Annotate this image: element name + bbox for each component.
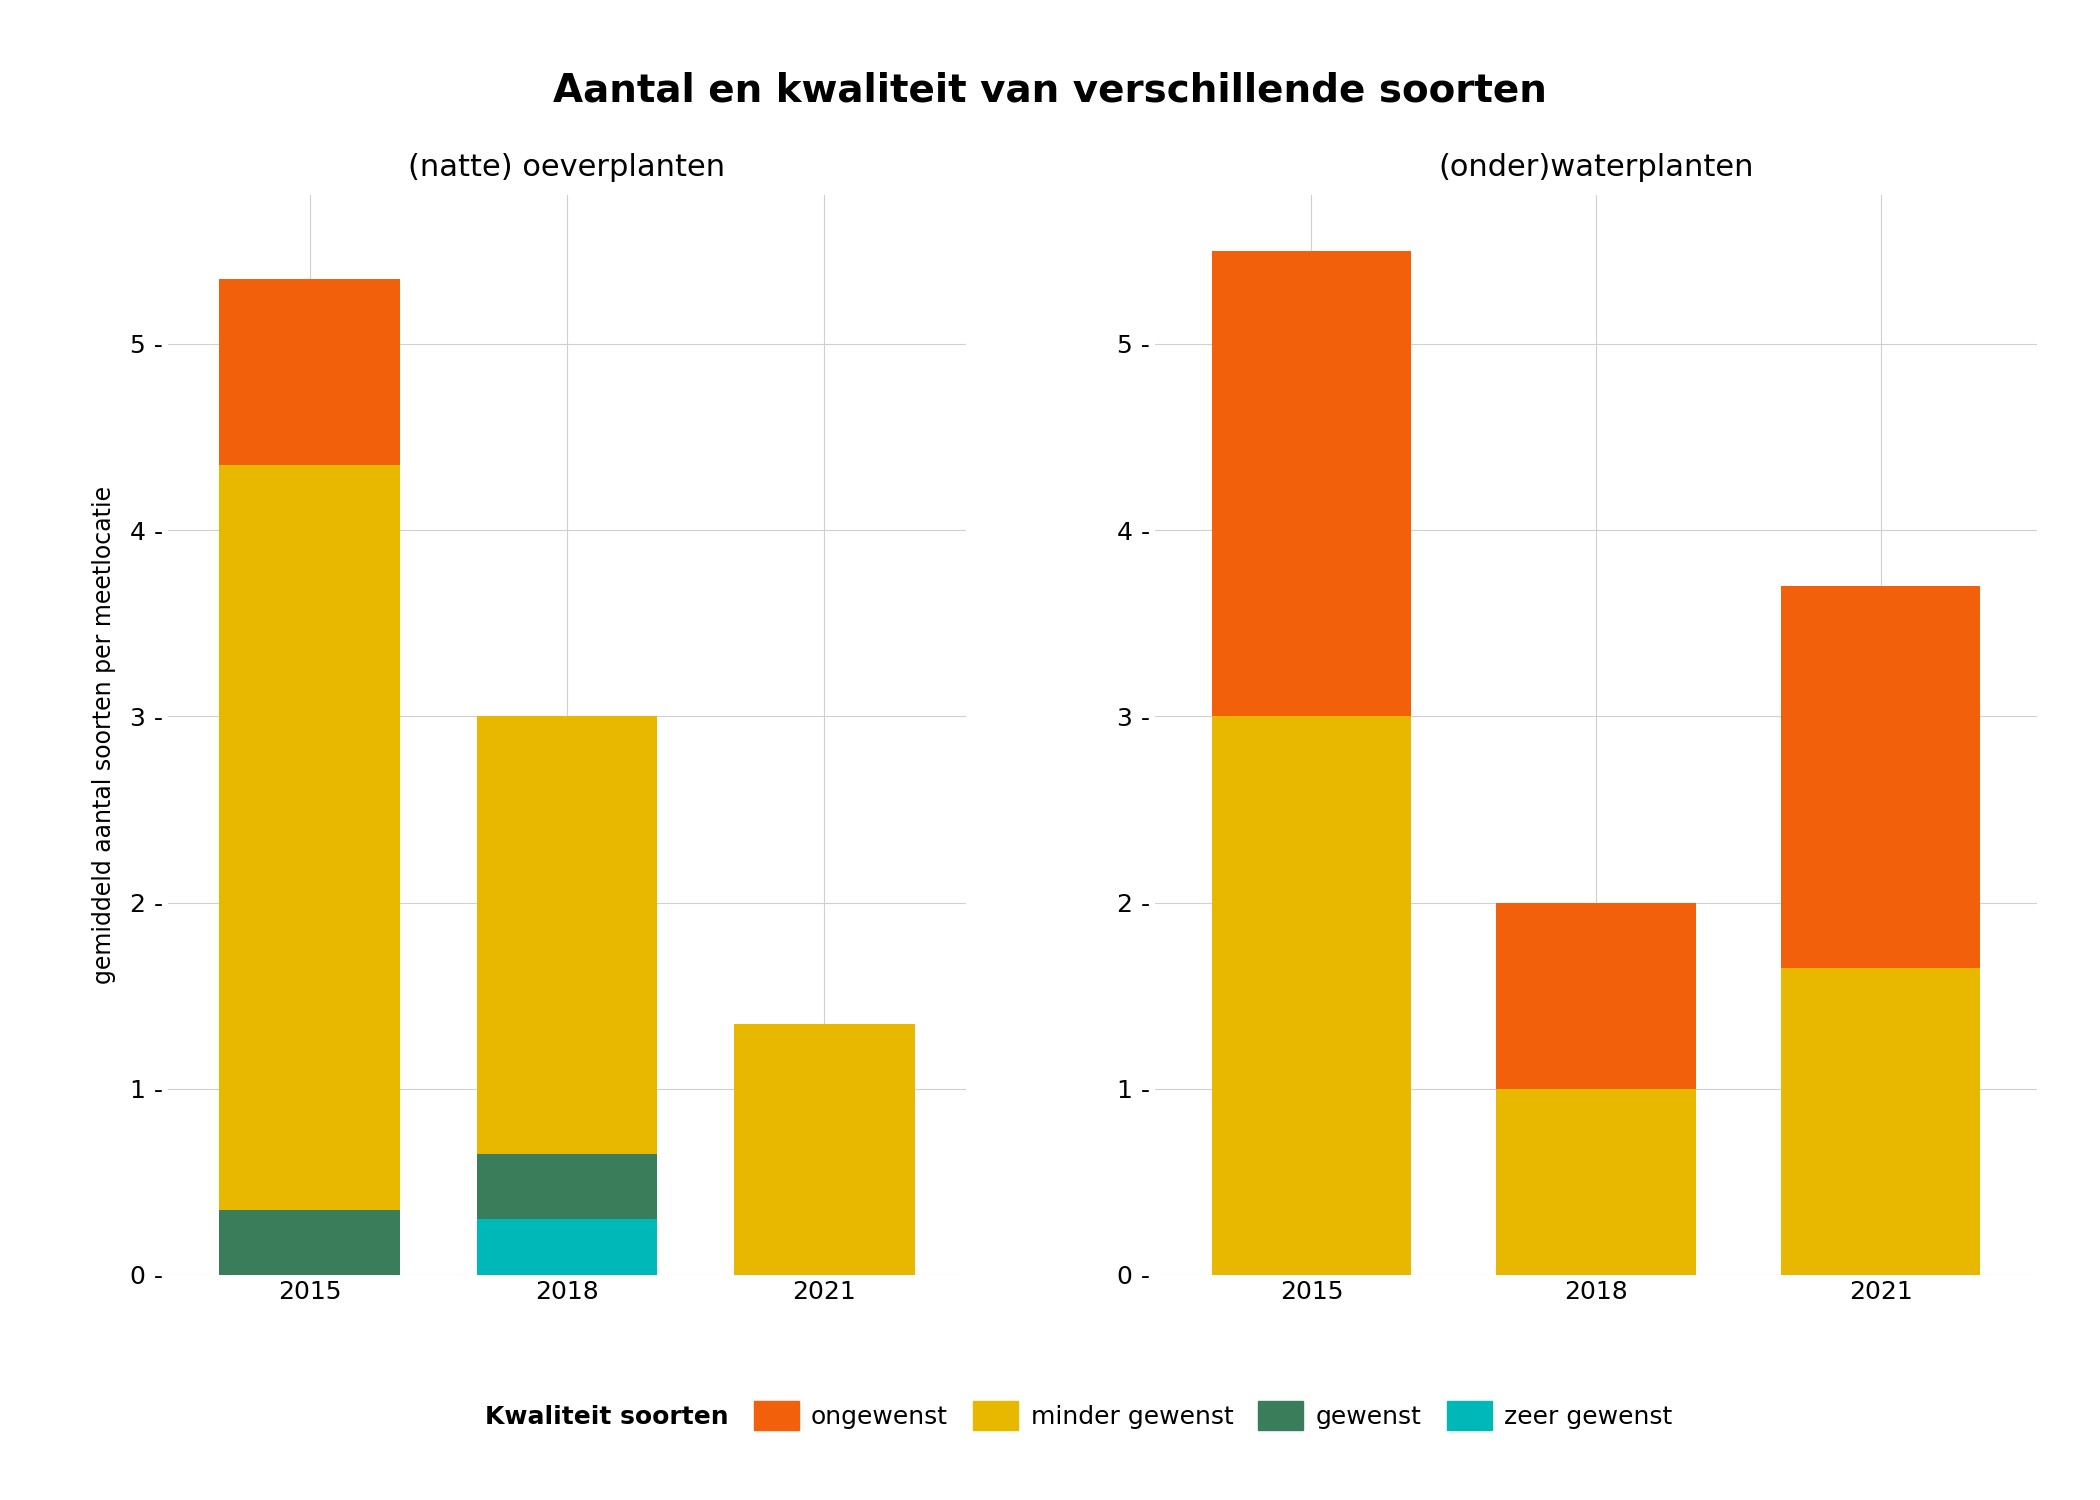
Title: (natte) oeverplanten: (natte) oeverplanten <box>407 153 727 182</box>
Text: Aantal en kwaliteit van verschillende soorten: Aantal en kwaliteit van verschillende so… <box>552 70 1548 110</box>
Bar <box>1781 586 1980 968</box>
Bar <box>1497 903 1695 1089</box>
Bar <box>477 1154 657 1220</box>
Y-axis label: gemiddeld aantal soorten per meetlocatie: gemiddeld aantal soorten per meetlocatie <box>92 486 116 984</box>
Bar <box>1212 251 1411 717</box>
Bar <box>220 465 399 1210</box>
Bar <box>735 1023 914 1275</box>
Bar <box>477 1220 657 1275</box>
Legend: Kwaliteit soorten, ongewenst, minder gewenst, gewenst, zeer gewenst: Kwaliteit soorten, ongewenst, minder gew… <box>416 1389 1684 1443</box>
Bar <box>1781 968 1980 1275</box>
Bar <box>1497 1089 1695 1275</box>
Bar <box>220 279 399 465</box>
Bar <box>477 717 657 1154</box>
Bar <box>220 1210 399 1275</box>
Bar <box>1212 717 1411 1275</box>
Title: (onder)waterplanten: (onder)waterplanten <box>1438 153 1753 182</box>
